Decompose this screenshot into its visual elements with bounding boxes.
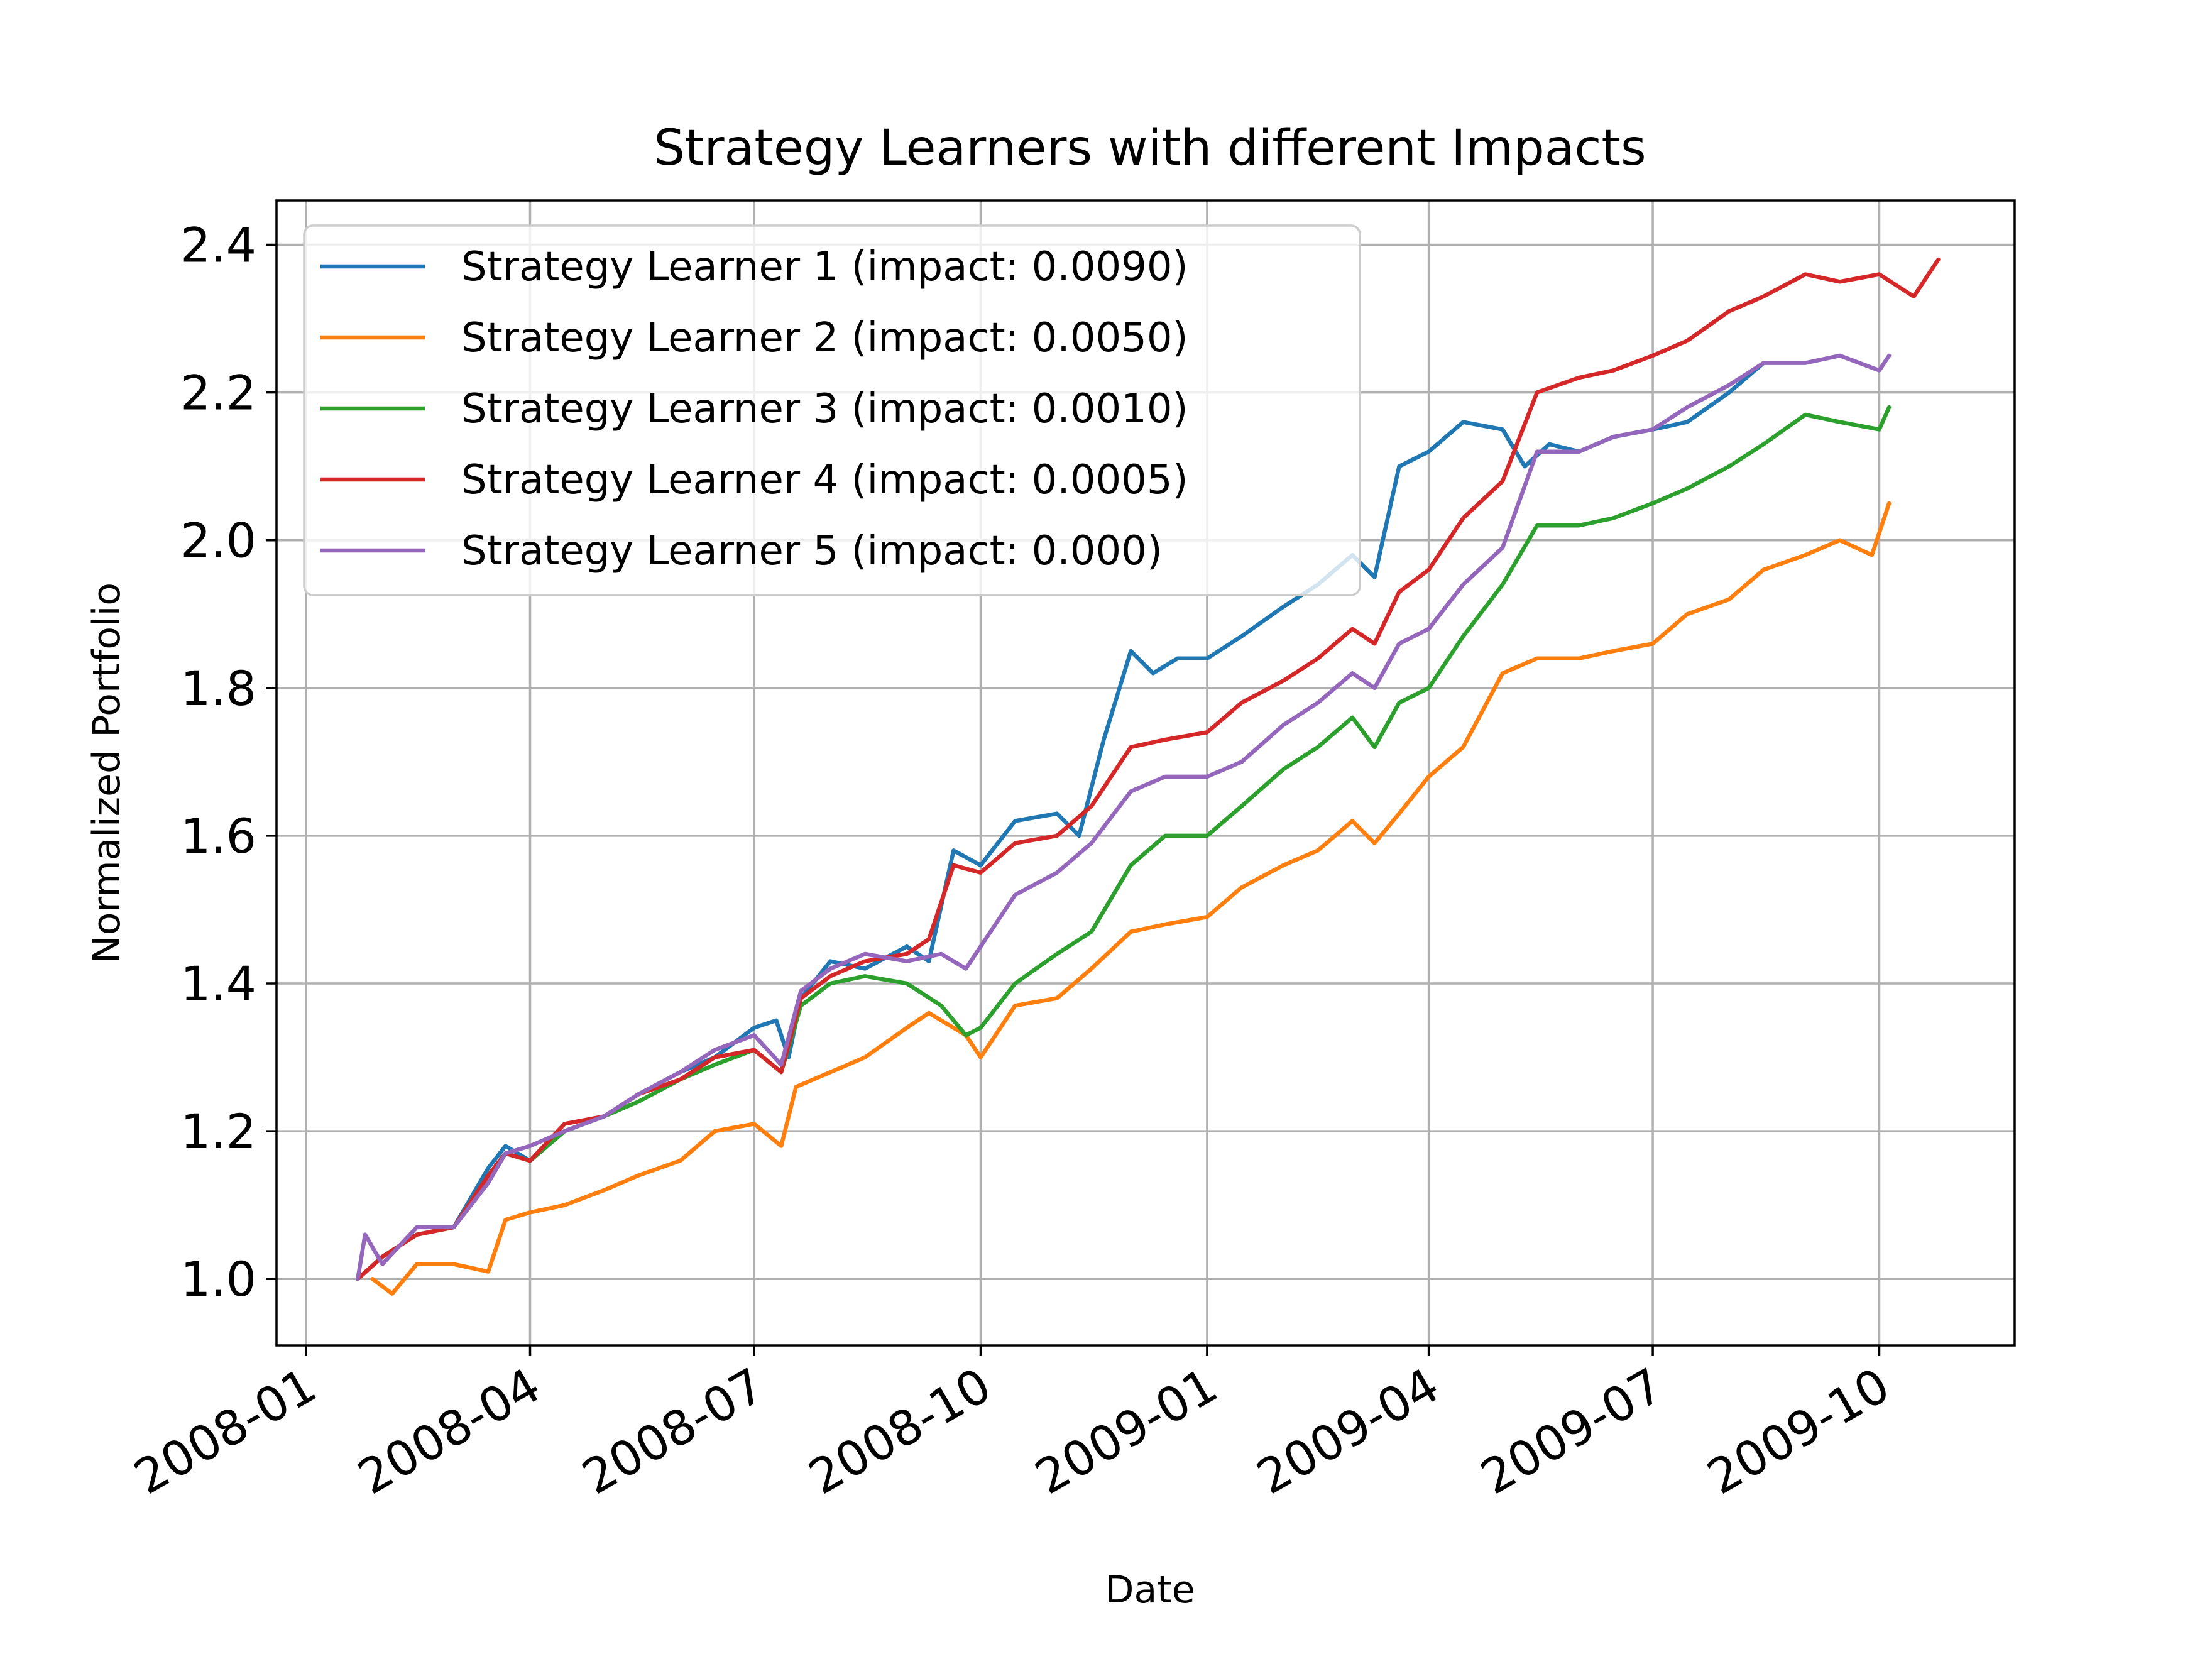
x-axis-label: Date: [1105, 1568, 1195, 1612]
legend-box: [303, 224, 1361, 596]
y-tick-label: 1.0: [180, 1251, 256, 1307]
y-tick-label: 2.0: [180, 513, 256, 569]
chart-title: Strategy Learners with different Impacts: [654, 120, 1646, 177]
y-tick-label: 1.2: [180, 1103, 256, 1159]
y-tick-label: 1.8: [180, 660, 256, 716]
legend-label-1: Strategy Learner 1 (impact: 0.0090): [461, 244, 1188, 290]
legend-label-3: Strategy Learner 3 (impact: 0.0010): [461, 386, 1188, 432]
y-axis-label: Normalized Portfolio: [85, 583, 129, 963]
series-layer: [356, 257, 1941, 1296]
series-line-2: [370, 501, 1892, 1296]
legend-label-5: Strategy Learner 5 (impact: 0.000): [461, 528, 1163, 574]
series-line-5: [356, 353, 1892, 1281]
legend-label-4: Strategy Learner 4 (impact: 0.0005): [461, 457, 1188, 503]
y-tick-label: 2.2: [180, 365, 256, 421]
y-tick-label: 1.4: [180, 956, 256, 1012]
legend: Strategy Learner 1 (impact: 0.0090) Strat…: [303, 224, 1361, 596]
plot-frame: [275, 199, 2016, 1347]
legend-label-2: Strategy Learner 2 (impact: 0.0050): [461, 315, 1188, 361]
y-tick-label: 2.4: [180, 217, 256, 273]
y-tick-label: 1.6: [180, 808, 256, 864]
